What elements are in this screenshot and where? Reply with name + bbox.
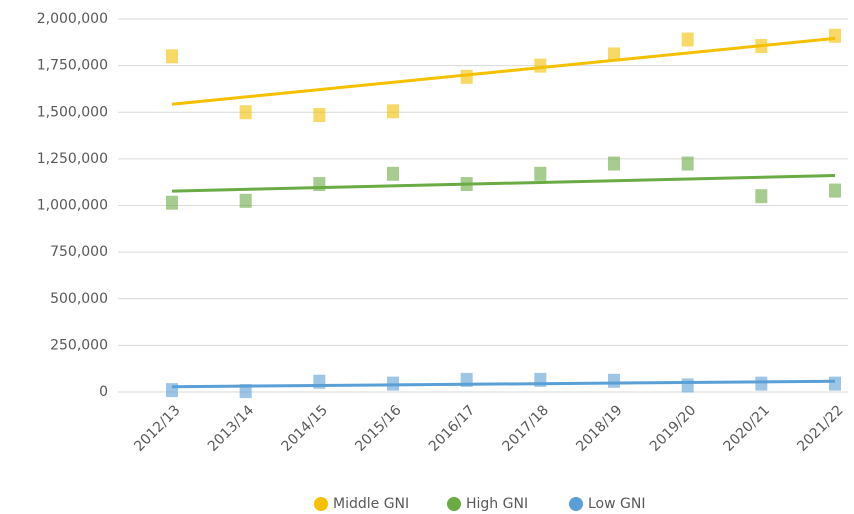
x-tick-label: 2018/19 (573, 402, 625, 454)
y-tick-label: 2,000,000 (37, 11, 108, 27)
marker (387, 166, 399, 181)
marker (534, 166, 547, 181)
x-tick-label: 2014/15 (279, 402, 331, 454)
marker (755, 376, 768, 391)
y-tick-label: 1,750,000 (37, 58, 108, 74)
y-tick-label: 750,000 (50, 244, 108, 260)
marker (681, 156, 694, 171)
x-tick-label: 2012/13 (131, 402, 183, 454)
x-tick-label: 2017/18 (500, 402, 552, 454)
y-tick-label: 1,250,000 (37, 151, 108, 167)
marker (534, 58, 547, 73)
marker (608, 47, 620, 62)
marker (829, 28, 841, 43)
legend-label: Low GNI (588, 496, 645, 512)
x-tick-label: 2013/14 (205, 402, 258, 455)
marker (681, 378, 694, 393)
x-tick-label: 2015/16 (352, 402, 405, 455)
marker (681, 32, 694, 47)
legend-label: High GNI (466, 496, 528, 512)
x-tick-label: 2016/17 (426, 402, 478, 454)
x-tick-label: 2020/21 (721, 402, 773, 454)
y-tick-label: 1,500,000 (37, 104, 108, 120)
marker (608, 156, 620, 171)
legend-swatch (447, 497, 461, 511)
marker (166, 195, 178, 210)
marker (755, 189, 768, 204)
y-tick-label: 0 (99, 384, 108, 400)
trendline (171, 36, 836, 106)
legend-swatch (314, 497, 328, 511)
y-tick-label: 1,000,000 (37, 198, 108, 214)
trendline (171, 379, 836, 389)
x-tick-label: 2021/22 (794, 402, 846, 454)
marker (387, 104, 399, 119)
legend-label: Middle GNI (333, 496, 409, 512)
trendline (171, 174, 836, 193)
marker (829, 376, 841, 391)
x-tick-label: 2019/20 (647, 402, 699, 454)
marker (166, 49, 178, 64)
legend-swatch (569, 497, 583, 511)
marker (313, 108, 326, 123)
marker (239, 193, 252, 208)
marker (829, 183, 841, 198)
y-tick-label: 250,000 (50, 337, 108, 353)
y-tick-label: 500,000 (50, 291, 108, 307)
marker (239, 105, 252, 120)
marker (608, 373, 620, 388)
